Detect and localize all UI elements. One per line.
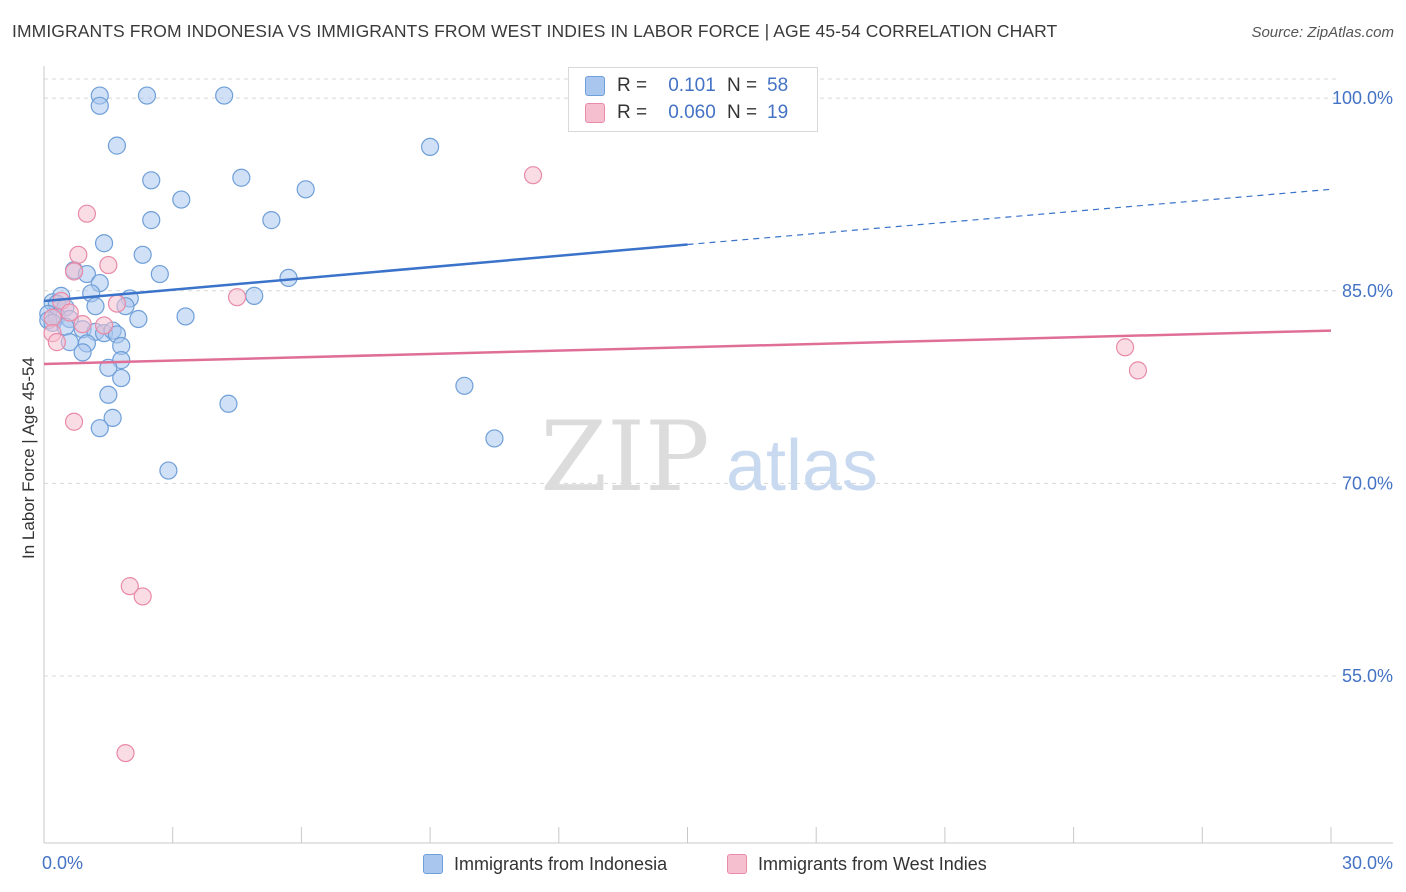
indonesia-point bbox=[90, 419, 109, 438]
indonesia-point bbox=[219, 394, 238, 413]
legend-n-value: 19 bbox=[767, 102, 789, 123]
indonesia-point bbox=[232, 168, 251, 187]
axes bbox=[43, 66, 1393, 844]
west-indies-point bbox=[107, 294, 127, 313]
y-tick-label: 100.0% bbox=[1332, 88, 1393, 108]
legend-swatch-indonesia bbox=[585, 76, 605, 96]
watermark: ZIP atlas bbox=[540, 401, 878, 513]
indonesia-point bbox=[73, 343, 92, 362]
indonesia-point bbox=[137, 86, 157, 105]
trend-lines bbox=[43, 188, 1332, 366]
indonesia-point bbox=[107, 136, 127, 155]
bottom-legend-label-west-indies: Immigrants from West Indies bbox=[758, 853, 987, 874]
y-tick-label: 85.0% bbox=[1342, 281, 1393, 301]
indonesia-trend-extension bbox=[687, 188, 1332, 246]
indonesia-point bbox=[296, 180, 315, 199]
legend-row-indonesia: R = 0.101 N = 58 bbox=[585, 74, 788, 98]
bottom-legend-west-indies[interactable]: Immigrants from West Indies bbox=[727, 852, 987, 876]
legend-row-west-indies: R = 0.060 N = 19 bbox=[585, 101, 788, 125]
chart-title: IMMIGRANTS FROM INDONESIA VS IMMIGRANTS … bbox=[12, 21, 1058, 41]
indonesia-point bbox=[159, 461, 178, 480]
x-tick-label-max: 30.0% bbox=[1342, 853, 1393, 873]
west-indies-point bbox=[77, 204, 97, 223]
indonesia-point bbox=[103, 408, 122, 427]
legend-r-label: R = bbox=[617, 75, 648, 96]
indonesia-point bbox=[150, 264, 169, 284]
indonesia-point bbox=[133, 245, 152, 264]
west-indies-point bbox=[523, 166, 543, 185]
west-indies-point bbox=[94, 316, 114, 335]
indonesia-point bbox=[485, 429, 504, 448]
legend-n-label: N = bbox=[727, 102, 758, 123]
indonesia-point bbox=[112, 368, 131, 388]
west-indies-point bbox=[1115, 338, 1135, 357]
west-indies-point bbox=[116, 743, 135, 763]
indonesia-trend-line bbox=[43, 243, 688, 303]
west-indies-point bbox=[69, 245, 88, 264]
y-tick-label: 55.0% bbox=[1342, 666, 1393, 686]
bottom-legend-label-indonesia: Immigrants from Indonesia bbox=[454, 853, 668, 874]
indonesia-point bbox=[455, 376, 474, 395]
legend-swatch-west-indies bbox=[585, 103, 605, 123]
west-indies-point bbox=[64, 262, 84, 281]
indonesia-point bbox=[421, 137, 440, 157]
west-indies-point bbox=[99, 255, 118, 275]
watermark-zip: ZIP bbox=[540, 401, 709, 513]
legend-r-label: R = bbox=[617, 102, 648, 123]
west-indies-point bbox=[227, 288, 247, 307]
source-credit: Source: ZipAtlas.com bbox=[1251, 24, 1394, 41]
indonesia-point bbox=[245, 286, 264, 305]
west-indies-point bbox=[43, 308, 62, 327]
indonesia-point bbox=[86, 297, 105, 316]
indonesia-point bbox=[99, 385, 118, 404]
indonesia-point bbox=[142, 211, 161, 230]
west-indies-point bbox=[120, 577, 139, 596]
tick-labels: 100.0% 85.0% 70.0% 55.0% 0.0% 30.0% bbox=[42, 88, 1393, 873]
indonesia-point bbox=[94, 234, 114, 253]
indonesia-point bbox=[142, 171, 161, 190]
bottom-legend-swatch-indonesia bbox=[423, 854, 443, 874]
west-indies-point bbox=[47, 333, 66, 352]
y-tick-label: 70.0% bbox=[1342, 473, 1393, 493]
west-indies-point bbox=[133, 587, 152, 606]
x-tick-label-min: 0.0% bbox=[42, 853, 83, 873]
indonesia-point bbox=[215, 86, 234, 105]
bottom-legend-swatch-west-indies bbox=[727, 854, 747, 874]
legend-r-value: 0.060 bbox=[668, 102, 716, 123]
legend-r-value: 0.101 bbox=[668, 75, 716, 96]
correlation-legend: R = 0.101 N = 58 R = 0.060 N = 19 bbox=[568, 67, 818, 132]
watermark-atlas: atlas bbox=[726, 426, 878, 506]
indonesia-point bbox=[172, 190, 191, 209]
west-indies-point bbox=[60, 303, 79, 322]
west-indies-point bbox=[64, 412, 84, 431]
indonesia-point bbox=[90, 96, 109, 115]
indonesia-point bbox=[176, 307, 195, 326]
legend-n-value: 58 bbox=[767, 75, 789, 96]
indonesia-point bbox=[262, 211, 281, 230]
west-indies-trend-line bbox=[43, 329, 1332, 366]
bottom-legend-indonesia[interactable]: Immigrants from Indonesia bbox=[423, 852, 667, 876]
legend-n-label: N = bbox=[727, 75, 758, 96]
west-indies-point bbox=[1128, 361, 1148, 380]
west-indies-point bbox=[73, 315, 92, 334]
indonesia-point bbox=[129, 309, 148, 329]
